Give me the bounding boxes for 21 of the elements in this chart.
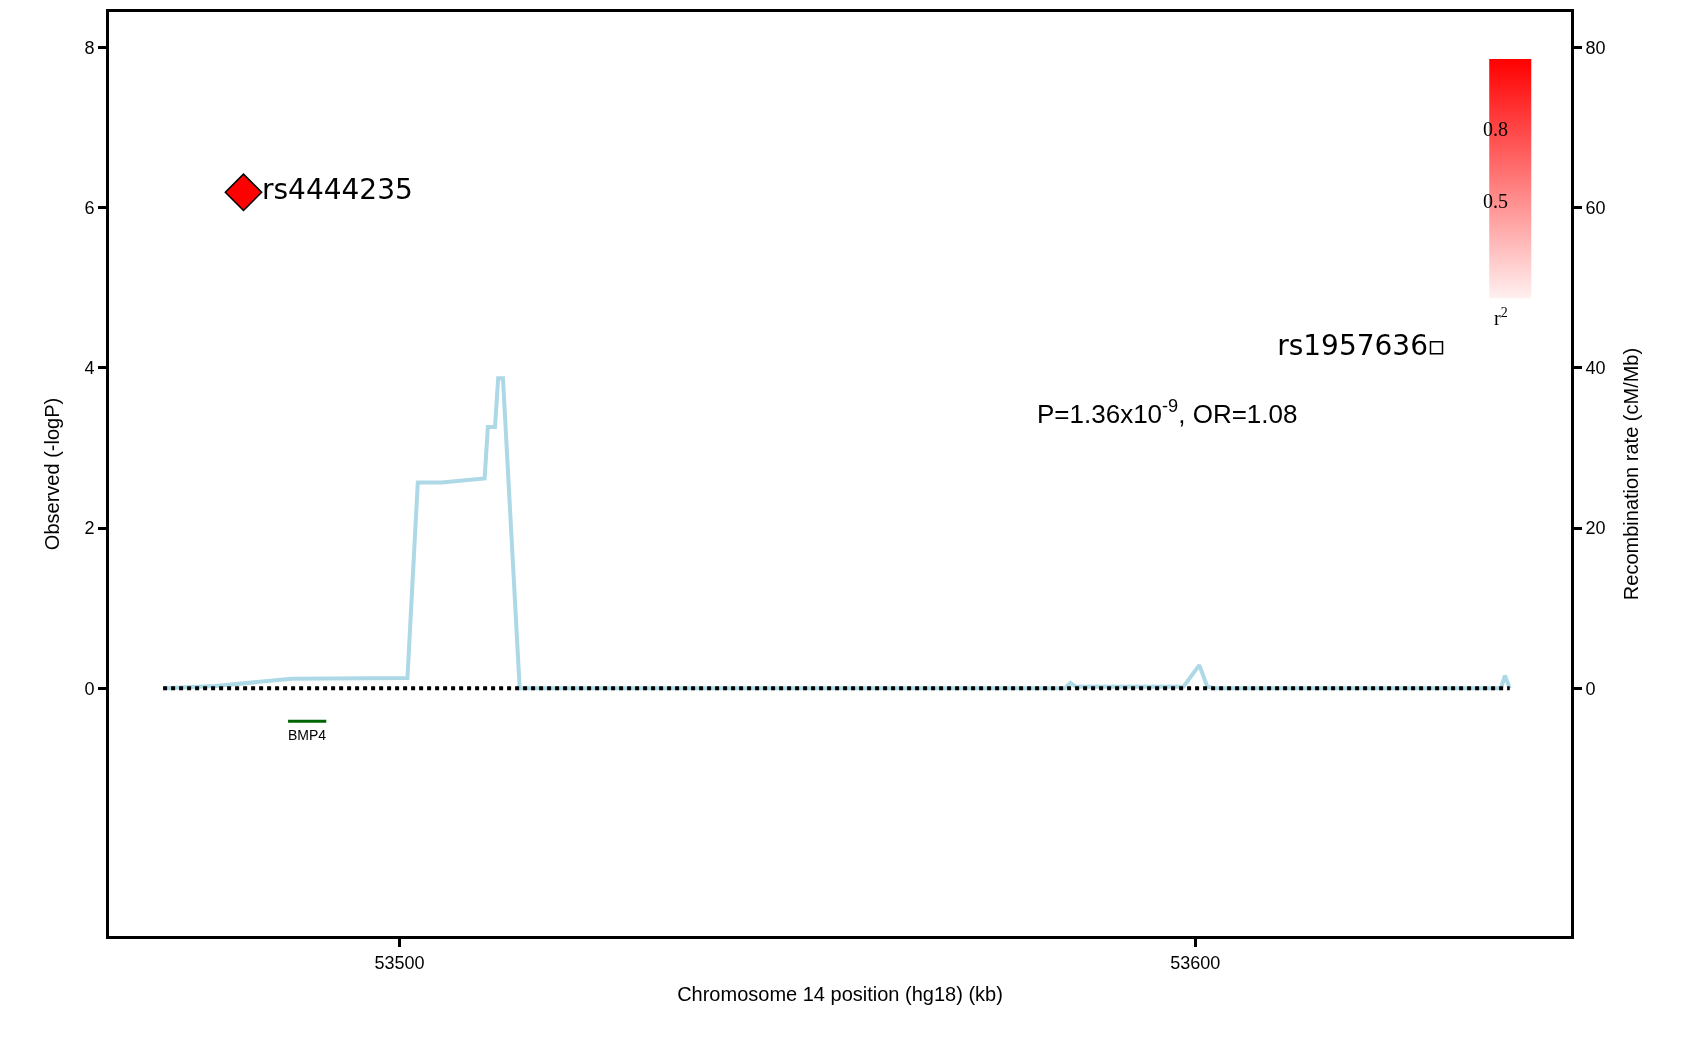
y2-tick-label: 20 [1585, 518, 1606, 539]
y-tick-label: 8 [84, 37, 95, 58]
y-axis-title: Observed (-logP) [40, 397, 63, 551]
series-label: BMP4 [288, 727, 327, 743]
x-tick-label: 53600 [1170, 952, 1221, 973]
y2-tick-label: 60 [1585, 197, 1606, 218]
y2-tick-label: 80 [1585, 37, 1606, 58]
y2-axis-title: Recombination rate (cM/Mb) [1620, 347, 1643, 601]
x-tick-label: 53500 [374, 952, 425, 973]
annotation: P=1.36x10$^{-9}$, OR=1.08 [1037, 396, 1298, 429]
x-axis-title: Chromosome 14 position (hg18) (kb) [677, 983, 1003, 1006]
series-label: rs4444235 [262, 173, 413, 207]
y-tick-label: 2 [84, 518, 95, 539]
series-label: rs1957636 [1277, 328, 1428, 362]
y2-tick-label: 40 [1585, 358, 1606, 379]
annotation: r$^{2}$ [1494, 305, 1508, 330]
annotation: 0.5 [1483, 190, 1508, 212]
y-tick-label: 6 [84, 197, 95, 218]
y2-tick-label: 0 [1585, 678, 1596, 699]
y-tick-label: 0 [84, 678, 95, 699]
y-tick-label: 4 [84, 358, 95, 379]
